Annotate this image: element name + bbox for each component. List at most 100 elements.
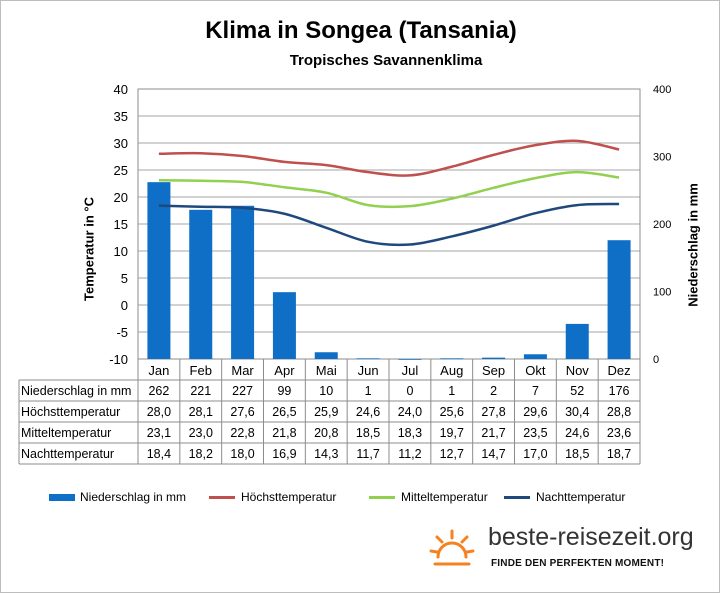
table-cell-value: 24,0 <box>398 405 422 419</box>
y-right-tick-label: 100 <box>653 287 671 299</box>
precip-bar <box>523 354 547 359</box>
chart-legend: Niederschlag in mm Höchsttemperatur Mittel… <box>1 487 719 509</box>
table-cell-value: 18,4 <box>147 447 171 461</box>
table-cell-value: 1 <box>448 384 455 398</box>
x-tick-label: Feb <box>190 363 212 378</box>
precip-bar <box>314 352 338 359</box>
legend-label: Höchsttemperatur <box>241 490 337 504</box>
x-tick-label: Mai <box>316 363 337 378</box>
table-cell-value: 18,2 <box>189 447 213 461</box>
table-cell-value: 24,6 <box>565 426 589 440</box>
table-cell-value: 28,8 <box>607 405 631 419</box>
table-cell-value: 176 <box>609 384 630 398</box>
table-cell-value: 25,9 <box>314 405 338 419</box>
x-tick-label: Okt <box>525 363 546 378</box>
legend-swatch <box>209 495 235 499</box>
legend-item: Höchsttemperatur <box>209 487 336 507</box>
y-left-tick-label: 30 <box>114 136 128 151</box>
y-right-tick-label: 400 <box>653 84 671 96</box>
legend-item: Mitteltemperatur <box>369 487 488 507</box>
table-cell-value: 11,7 <box>356 447 379 461</box>
x-tick-label: Apr <box>274 363 295 378</box>
legend-item: Nachttemperatur <box>504 487 625 507</box>
legend-label: Nachttemperatur <box>536 490 626 504</box>
precip-bar <box>147 182 171 359</box>
table-cell-value: 0 <box>406 384 413 398</box>
y-right-tick-label: 200 <box>653 219 671 231</box>
y-left-tick-label: 20 <box>114 190 128 205</box>
table-cell-value: 29,6 <box>523 405 547 419</box>
table-row-label: Nachttemperatur <box>21 447 114 461</box>
table-cell-value: 18,7 <box>607 447 631 461</box>
table-cell-value: 23,5 <box>523 426 547 440</box>
brand-name: beste-reisezeit.org <box>488 523 694 551</box>
y-left-tick-label: 25 <box>114 163 128 178</box>
table-cell-value: 10 <box>319 384 333 398</box>
table-cell-value: 1 <box>365 384 372 398</box>
y-left-tick-label: 5 <box>121 271 128 286</box>
table-cell-value: 221 <box>190 384 211 398</box>
x-tick-label: Sep <box>482 363 505 378</box>
x-tick-label: Dez <box>608 363 631 378</box>
table-cell-value: 21,8 <box>272 426 296 440</box>
table-cell-value: 99 <box>277 384 291 398</box>
table-cell-value: 22,8 <box>230 426 254 440</box>
y-left-tick-label: 10 <box>114 244 128 259</box>
series-line <box>158 202 620 247</box>
precip-bar <box>482 357 506 359</box>
table-cell-value: 23,1 <box>147 426 171 440</box>
table-cell-value: 28,1 <box>189 405 213 419</box>
precip-bar <box>231 205 255 359</box>
table-cell-value: 18,5 <box>565 447 589 461</box>
table-cell-value: 227 <box>232 384 253 398</box>
table-row-label: Niederschlag in mm <box>21 384 131 398</box>
table-cell-value: 27,8 <box>481 405 505 419</box>
table-cell-value: 16,9 <box>272 447 296 461</box>
precip-bar <box>398 359 422 360</box>
table-row-label: Höchsttemperatur <box>21 405 120 419</box>
table-cell-value: 17,0 <box>523 447 547 461</box>
table-cell-value: 18,5 <box>356 426 380 440</box>
x-tick-label: Jan <box>148 363 169 378</box>
legend-swatch <box>504 495 530 499</box>
y-axis-left-title: Temperatur in °C <box>81 197 97 301</box>
y-left-tick-label: -10 <box>109 352 128 367</box>
precip-bar <box>272 292 296 359</box>
x-tick-label: Aug <box>440 363 463 378</box>
y-left-tick-label: 0 <box>121 298 128 313</box>
precip-bar <box>440 358 464 360</box>
y-left-tick-label: 40 <box>114 82 128 97</box>
table-cell-value: 18,0 <box>230 447 254 461</box>
legend-label: Niederschlag in mm <box>80 490 187 504</box>
table-cell-value: 12,7 <box>440 447 464 461</box>
precip-bar <box>356 358 380 360</box>
table-cell-value: 14,7 <box>481 447 505 461</box>
legend-item: Niederschlag in mm <box>49 487 186 507</box>
table-cell-value: 23,0 <box>189 426 213 440</box>
series-line <box>158 170 620 209</box>
x-tick-label: Jun <box>358 363 379 378</box>
x-tick-label: Mar <box>231 363 254 378</box>
sun-icon <box>429 529 475 566</box>
table-cell-value: 28,0 <box>147 405 171 419</box>
x-tick-label: Jul <box>402 363 419 378</box>
legend-label: Mitteltemperatur <box>401 490 488 504</box>
precip-bar <box>189 209 213 359</box>
y-right-tick-label: 0 <box>653 354 659 366</box>
x-tick-label: Nov <box>566 363 590 378</box>
table-cell-value: 2 <box>490 384 497 398</box>
chart-subtitle: Tropisches Savannenklima <box>289 52 483 69</box>
table-cell-value: 14,3 <box>314 447 338 461</box>
table-cell-value: 18,3 <box>398 426 422 440</box>
table-cell-value: 25,6 <box>440 405 464 419</box>
legend-swatch <box>49 493 75 501</box>
table-cell-value: 7 <box>532 384 539 398</box>
table-cell-value: 21,7 <box>481 426 505 440</box>
precip-bar <box>565 323 589 359</box>
table-cell-value: 11,2 <box>398 447 421 461</box>
table-cell-value: 23,6 <box>607 426 631 440</box>
table-cell-value: 30,4 <box>565 405 589 419</box>
brand-tagline: FINDE DEN PERFEKTEN MOMENT! <box>491 558 665 569</box>
y-left-tick-label: -5 <box>116 325 128 340</box>
